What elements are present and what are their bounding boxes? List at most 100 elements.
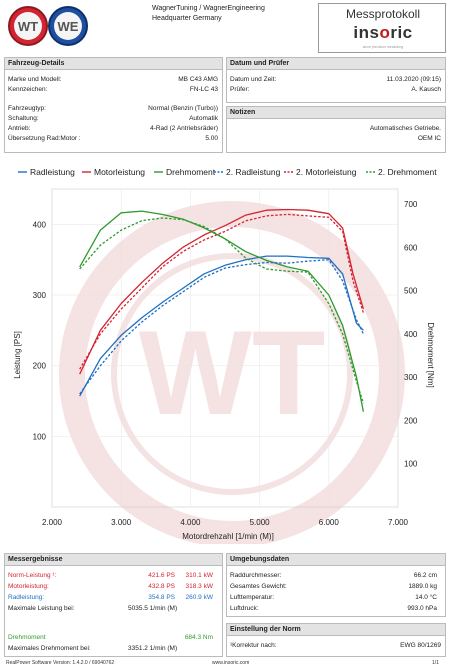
y-tick-label-1: 200	[33, 362, 47, 371]
vehicle-value-5: 5.00	[205, 135, 218, 142]
notes-line2: OEM IC	[417, 135, 441, 142]
y-tick-label-3: 400	[33, 220, 47, 229]
y2-tick-label-0: 100	[404, 460, 418, 469]
x-tick-label-2: 4.000	[180, 518, 201, 527]
series-line-5	[79, 217, 365, 404]
dyno-chart-svg: WT Radleistung Motorleistung Drehmoment 2. …	[13, 167, 437, 547]
torque-label: Drehmoment	[8, 634, 46, 641]
norm-label: ¹Korrektur nach:	[230, 642, 277, 649]
footer-page: 1/1	[432, 660, 439, 666]
norm-panel: Einstellung der Norm ¹Korrektur nach: EW…	[226, 623, 446, 657]
environment-title: Umgebungsdaten	[227, 554, 445, 566]
vehicle-value-0: MB C43 AMG	[178, 76, 218, 83]
result-v1-0: 421.6 PS	[148, 572, 175, 579]
y2-tick-label-5: 600	[404, 243, 418, 252]
vehicle-details-panel: Fahrzeug-Details Marke und Modell: MB C4…	[4, 57, 223, 153]
vehicle-label-1: Kennzeichen:	[8, 86, 48, 93]
vehicle-value-3: Automatik	[189, 115, 218, 122]
legend-label-0: Radleistung	[30, 167, 75, 177]
x-tick-label-5: 7.000	[388, 518, 409, 527]
x-tick-label-0: 2.000	[42, 518, 63, 527]
vehicle-label-2: Fahrzeugtyp:	[8, 105, 46, 112]
environment-panel: Umgebungsdaten Raddurchmesser: 66.2 cm G…	[226, 553, 446, 617]
env-label-0: Raddurchmesser:	[230, 572, 282, 579]
date-label-0: Datum und Zeit:	[230, 76, 277, 83]
legend-label-4: 2. Motorleistung	[296, 167, 357, 177]
vehicle-value-4: 4-Rad (2 Antriebsräder)	[150, 125, 218, 132]
vehicle-label-0: Marke und Modell:	[8, 76, 62, 83]
env-value-2: 14.0 °C	[415, 594, 437, 601]
results-title: Messergebnisse	[5, 554, 222, 566]
x-tick-label-4: 6.000	[319, 518, 340, 527]
series-line-4	[79, 213, 365, 370]
vehicle-label-4: Antrieb:	[8, 125, 31, 132]
y2-tick-label-4: 500	[404, 287, 418, 296]
date-value-0: 11.03.2020 (09:15)	[386, 76, 441, 83]
result-label-1: Motorleistung:	[8, 583, 49, 590]
vehicle-value-1: FN-LC 43	[189, 86, 218, 93]
company-line2: Headquarter Germany	[152, 15, 222, 22]
watermark-logo: WT	[59, 201, 405, 547]
chart-legend: Radleistung Motorleistung Drehmoment 2. Rad…	[18, 167, 437, 177]
y2-tick-label-3: 400	[404, 330, 418, 339]
vehicle-label-5: Übersetzung Rad:Motor :	[8, 135, 81, 142]
y2-tick-label-6: 700	[404, 200, 418, 209]
result-v2-2: 260.9 kW	[185, 594, 213, 601]
y-axis-label: Leistung [PS]	[13, 331, 22, 379]
vehicle-value-2: Normal (Benzin (Turbo))	[148, 105, 218, 112]
env-label-3: Luftdruck:	[230, 605, 259, 612]
norm-title: Einstellung der Norm	[227, 624, 445, 636]
x-tick-label-3: 5.000	[250, 518, 271, 527]
protocol-box: Messprotokoll insoric since precision me…	[318, 3, 446, 53]
chart-ticks: 2.000 3.000 4.000 5.000 6.000 7.000 100 200 300 4…	[33, 200, 418, 527]
result-v1-2: 354.8 PS	[148, 594, 175, 601]
insoric-subtitle: since precision measuring	[362, 45, 404, 49]
x-tick-label-1: 3.000	[111, 518, 132, 527]
max-power-value: 5035.5 1/min (M)	[128, 605, 178, 612]
series-line-2	[79, 210, 365, 412]
legend-label-3: 2. Radleistung	[226, 167, 281, 177]
insoric-logo: insoric	[353, 23, 413, 42]
result-v2-1: 318.3 kW	[185, 583, 213, 590]
series-line-0	[79, 255, 364, 397]
max-torque-value: 3351.2 1/min (M)	[128, 645, 178, 652]
series-line-3	[79, 259, 364, 395]
vehicle-details-title: Fahrzeug-Details	[5, 58, 222, 70]
norm-value: EWG 80/1269	[400, 642, 441, 649]
notes-title: Notizen	[227, 107, 445, 119]
env-value-3: 993.0 hPa	[407, 605, 437, 612]
date-examiner-panel: Datum und Prüfer Datum und Zeit: 11.03.2…	[226, 57, 446, 103]
series-line-1	[79, 208, 365, 375]
protocol-title: Messprotokoll	[345, 7, 421, 21]
y2-tick-label-2: 300	[404, 373, 418, 382]
svg-text:WE: WE	[58, 19, 79, 34]
result-v2-0: 310.1 kW	[185, 572, 213, 579]
wtwe-logo: WT WE	[6, 4, 96, 48]
max-power-label: Maximale Leistung bei:	[8, 605, 75, 612]
legend-label-2: Drehmoment	[166, 167, 216, 177]
y-tick-label-2: 300	[33, 291, 47, 300]
result-label-0: Norm-Leistung ¹:	[8, 572, 57, 579]
company-line1: WagnerTuning / WagnerEngineering	[152, 5, 265, 12]
svg-text:WT: WT	[18, 19, 38, 34]
notes-panel: Notizen Automatisches Getriebe. OEM IC	[226, 106, 446, 153]
footer-software: RealPower Software Version: 1.4.2.0 / 69…	[6, 660, 115, 666]
y-tick-label-0: 100	[33, 432, 47, 441]
chart-series	[79, 208, 365, 412]
y2-tick-label-1: 200	[404, 416, 418, 425]
date-value-1: A. Kausch	[411, 86, 441, 93]
env-label-2: Lufttemperatur:	[230, 594, 275, 601]
legend-label-1: Motorleistung	[94, 167, 145, 177]
x-axis-label: Motordrehzahl [1/min (M)]	[182, 532, 274, 541]
footer-url[interactable]: www.insoric.com	[212, 660, 250, 666]
legend-label-5: 2. Drehmoment	[378, 167, 437, 177]
date-examiner-title: Datum und Prüfer	[227, 58, 445, 70]
svg-text:WT: WT	[139, 306, 326, 440]
result-label-2: Radleistung:	[8, 594, 45, 601]
env-value-1: 1889.0 kg	[408, 583, 437, 590]
torque-value: 684.3 Nm	[184, 634, 213, 641]
company-info: WagnerTuning / WagnerEngineering Headqua…	[152, 4, 312, 24]
notes-line1: Automatisches Getriebe.	[369, 125, 441, 132]
date-label-1: Prüfer:	[230, 86, 250, 93]
vehicle-label-3: Schaltung:	[8, 115, 39, 122]
